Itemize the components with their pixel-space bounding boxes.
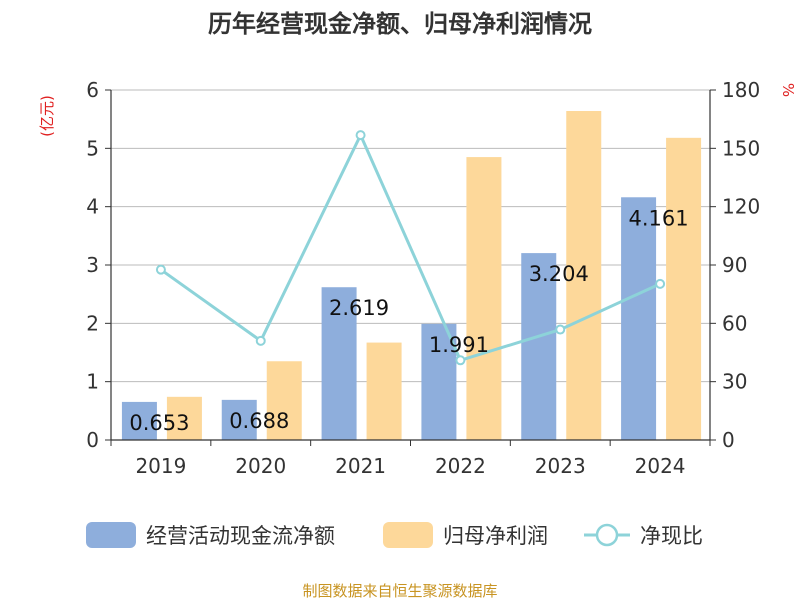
data-labels: 0.653 0.688 2.619 1.991 3.204 4.161 bbox=[129, 206, 688, 435]
source-note: 制图数据来自恒生聚源数据库 bbox=[302, 582, 497, 600]
cash-flow-bar bbox=[421, 323, 457, 440]
left-axis-unit: (亿元) bbox=[38, 95, 56, 137]
left-tick-label: 6 bbox=[86, 78, 99, 102]
legend-label: 经营活动现金流净额 bbox=[146, 524, 335, 548]
legend-label: 净现比 bbox=[640, 524, 703, 548]
cash-flow-bar bbox=[121, 401, 157, 440]
right-tick-label: 0 bbox=[722, 428, 735, 452]
net-profit-bar bbox=[666, 137, 702, 441]
cash-flow-bar bbox=[321, 287, 357, 440]
right-tick-label: 90 bbox=[722, 253, 747, 277]
bars bbox=[121, 111, 702, 441]
left-tick-label: 0 bbox=[86, 428, 99, 452]
x-tick-label: 2019 bbox=[135, 454, 186, 478]
legend: 经营活动现金流净额 归母净利润 净现比 bbox=[86, 522, 703, 548]
cash-flow-bar bbox=[221, 399, 257, 440]
ratio-line-path bbox=[160, 131, 661, 363]
legend-swatch bbox=[383, 522, 433, 548]
left-tick-label: 5 bbox=[86, 136, 99, 160]
cash-flow-bar bbox=[621, 197, 657, 440]
x-tick-label: 2021 bbox=[335, 454, 386, 478]
right-tick-label: 120 bbox=[722, 195, 760, 219]
cash-flow-data-label: 2.619 bbox=[329, 296, 389, 320]
left-tick-label: 3 bbox=[86, 253, 99, 277]
right-tick-label: 60 bbox=[722, 311, 747, 335]
net-profit-bar bbox=[266, 361, 302, 440]
right-tick-label: 180 bbox=[722, 78, 760, 102]
net-profit-bar bbox=[366, 342, 402, 440]
cash-flow-data-label: 0.688 bbox=[229, 409, 289, 433]
left-tick-label: 4 bbox=[86, 195, 99, 219]
legend-marker bbox=[595, 523, 619, 547]
left-tick-label: 1 bbox=[86, 370, 99, 394]
ratio-point bbox=[655, 278, 666, 289]
ratio-point bbox=[155, 264, 166, 275]
cash-flow-data-label: 1.991 bbox=[429, 333, 489, 357]
gridlines bbox=[111, 89, 710, 383]
net-profit-bar bbox=[566, 111, 602, 440]
legend-label: 归母净利润 bbox=[443, 524, 548, 548]
chart-title: 历年经营现金净额、归母净利润情况 bbox=[208, 10, 592, 38]
net-profit-bar bbox=[166, 396, 202, 440]
x-tick-label: 2024 bbox=[635, 454, 686, 478]
cash-flow-bar bbox=[521, 253, 557, 440]
ratio-point bbox=[455, 355, 466, 366]
left-tick-label: 2 bbox=[86, 311, 99, 335]
x-tick-label: 2022 bbox=[435, 454, 486, 478]
cash-flow-data-label: 4.161 bbox=[629, 206, 689, 230]
ratio-point bbox=[255, 335, 266, 346]
ratio-line bbox=[155, 130, 666, 366]
x-tick-label: 2020 bbox=[235, 454, 286, 478]
right-tick-label: 30 bbox=[722, 370, 747, 394]
cash-flow-data-label: 0.653 bbox=[129, 411, 189, 435]
legend-swatch bbox=[86, 522, 136, 548]
cash-flow-data-label: 3.204 bbox=[529, 262, 589, 286]
ratio-point bbox=[555, 324, 566, 335]
right-tick-label: 150 bbox=[722, 136, 760, 160]
x-tick-label: 2023 bbox=[535, 454, 586, 478]
net-profit-bar bbox=[466, 157, 502, 441]
right-axis-unit: % bbox=[779, 83, 797, 97]
ratio-point bbox=[355, 130, 366, 141]
